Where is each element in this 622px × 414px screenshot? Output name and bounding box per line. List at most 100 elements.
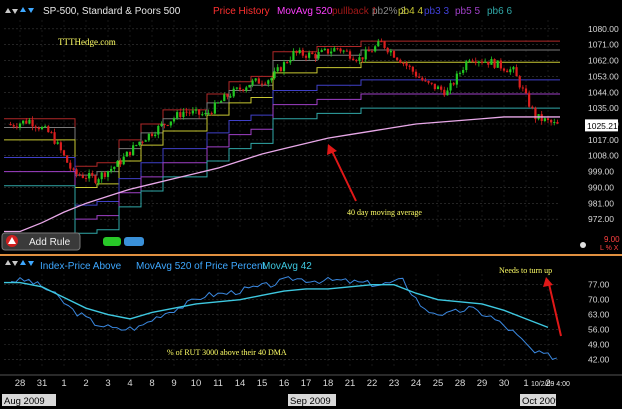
add-rule-button[interactable]: Add Rule [1,232,81,251]
candle-body [440,86,443,90]
candle-body [160,123,163,126]
day-tick-label: 8 [149,378,154,389]
candle-body [188,112,191,114]
pb5-label: pb5 5 [455,6,480,17]
candle-body [452,83,455,85]
day-tick-label: 1 [61,378,66,389]
candle-body [194,109,198,111]
price-panel: 1080.00 1071.00 1062.00 1053.00 1044.00 1035.… [4,20,619,234]
oscillator-panel: 77.00 70.00 63.00 56.00 49.00 42.00 [4,274,610,368]
candle-body [471,60,474,62]
candle-body [502,68,506,71]
candle-body [336,48,339,50]
candle-body [128,151,132,156]
candle-body [515,67,518,77]
candle-body [157,125,160,135]
candle-body [56,142,59,144]
candle-body [480,61,484,63]
candle-body [339,48,342,52]
candle-body [12,125,15,127]
candle-body [97,179,100,183]
pb5-band [4,93,560,220]
price-tick-label: 990.00 [588,182,614,192]
price-tick-label: 972.00 [588,214,614,224]
candle-body [553,121,556,123]
up-arrow-icon[interactable] [5,8,11,13]
movavg-label: MovAvg 520 [277,6,333,17]
day-tick-label: 22 [367,378,378,389]
day-tick-label: 28 [455,378,466,389]
down-arrow-icon-4[interactable] [28,261,34,266]
candle-body [251,80,254,85]
scale-label: 9.00 [604,235,620,244]
day-tick-label: 2 [83,378,88,389]
up-arrow-icon-3[interactable] [5,260,11,265]
add-rule-glyph [8,237,16,244]
up-arrow-icon-2[interactable] [20,7,26,12]
candle-body [286,62,289,64]
candle-body [163,123,166,125]
candle-body [69,162,72,169]
osc-raw-line [11,276,557,360]
candle-body [358,57,361,61]
pb2-label: pb2% 2 [372,6,406,17]
up-arrow-icon-4[interactable] [20,260,26,265]
turn-up-arrow-shaft [548,283,562,337]
candle-body [201,114,204,116]
candle-body [490,59,493,65]
day-tick-label: 23 [389,378,400,389]
candle-body [185,111,188,113]
osc-ma-label: MovAvg 42 [262,261,312,272]
candle-body [421,77,424,81]
month-label-box [520,394,556,406]
day-tick-label: 30 [499,378,510,389]
candle-body [355,60,358,62]
candle-body [28,119,31,124]
candle-body [166,124,169,126]
pb6-band [4,107,560,234]
candle-body [279,67,282,72]
candle-body [248,84,251,88]
candle-body [374,46,377,52]
pb4-label: pb4 4 [398,6,423,17]
candle-body [323,48,326,51]
candle-body [59,142,62,151]
candle-body [103,172,106,177]
candle-body [81,175,84,178]
candle-body [144,140,147,142]
candle-body [191,110,194,114]
candle-body [301,49,304,56]
candle-body [66,155,69,163]
pb3-label: pb3 3 [424,6,449,17]
candle-body [172,118,176,122]
candle-body [509,69,512,73]
candle-body [295,50,298,53]
down-arrow-icon-2[interactable] [28,8,34,13]
blue-toggle-button[interactable] [124,237,144,246]
pullback-band [4,40,560,167]
down-arrow-icon[interactable] [12,9,18,14]
candle-body [458,72,462,74]
candle-body [304,55,308,58]
down-arrow-icon-3[interactable] [12,261,18,266]
turn-up-label: Needs to turn up [499,266,552,275]
candle-body [389,50,392,53]
scale-sub-label: L % X [600,245,619,252]
candle-body [443,89,446,96]
candle-body [405,63,408,66]
candle-body [50,132,53,134]
candle-body [534,107,537,120]
rut-label: % of RUT 3000 above their 40 DMA [167,348,287,357]
osc-tick-label: 49.00 [588,340,610,350]
green-toggle-button[interactable] [103,237,121,246]
scale-dot-icon[interactable] [580,242,586,248]
candle-body [386,47,389,53]
day-tick-label: 3 [105,378,110,389]
osc-tick-label: 42.00 [588,354,610,364]
day-tick-label: 21 [345,378,356,389]
candle-body [37,127,40,130]
price-history-label: Price History [213,6,270,17]
candle-body [427,80,430,83]
osc-subtitle: MovAvg 520 of Price Percent [136,261,266,272]
